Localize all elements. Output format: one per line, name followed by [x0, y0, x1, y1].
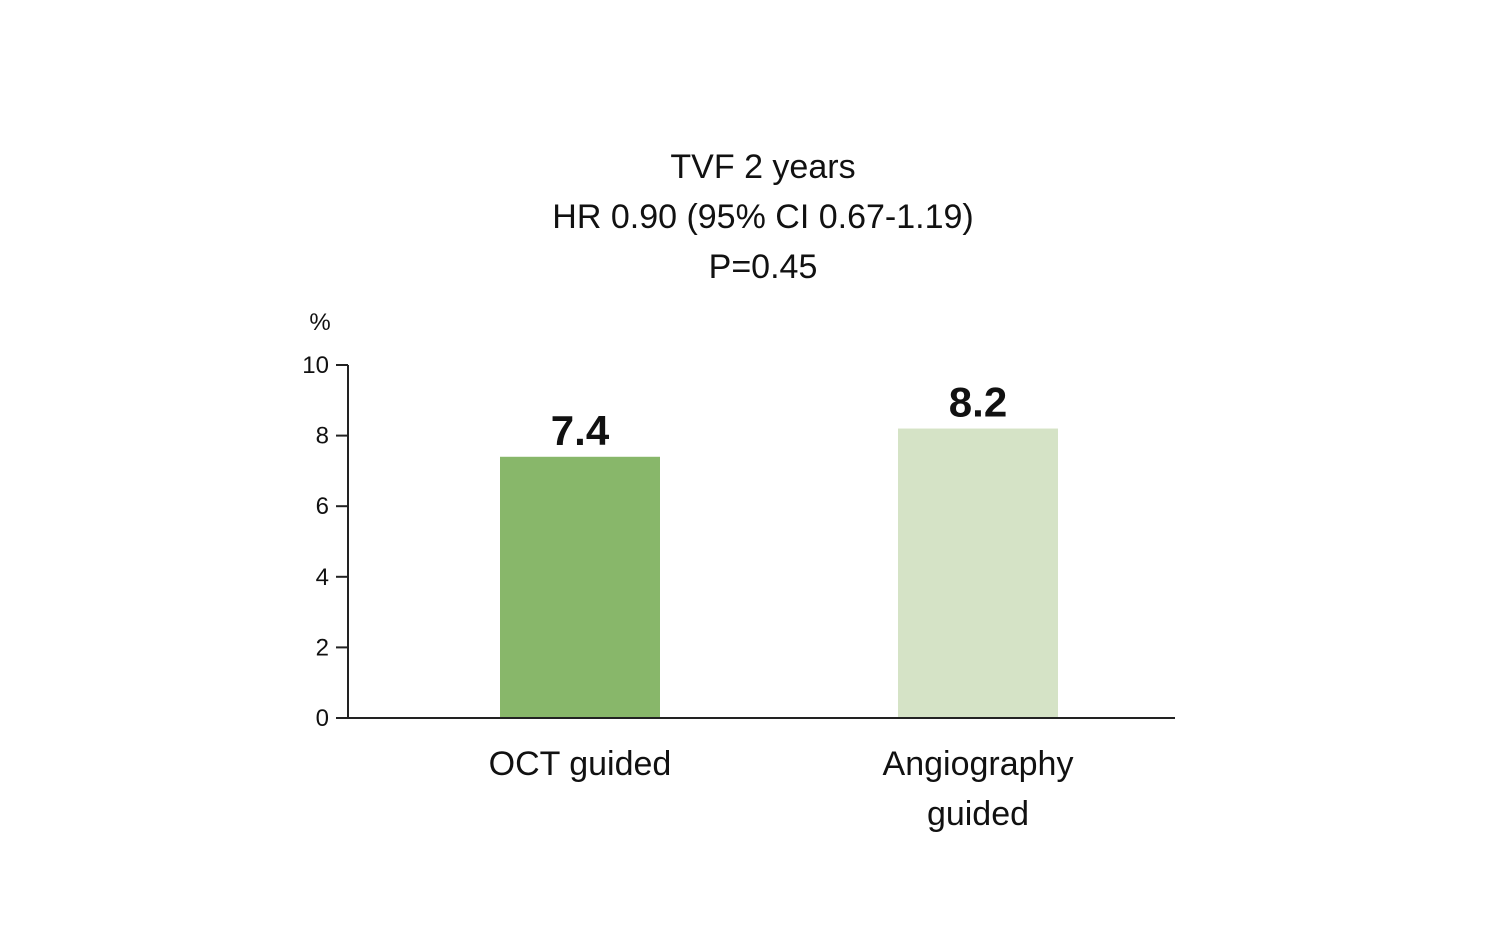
bar [898, 428, 1058, 717]
y-tick-label: 10 [302, 352, 329, 379]
bars [500, 428, 1058, 717]
category-label: Angiography [883, 745, 1074, 783]
chart-title-line: P=0.45 [709, 248, 818, 286]
category-labels: OCT guided Angiography guided [489, 745, 1074, 833]
y-tick-label: 6 [316, 493, 329, 520]
chart-title: TVF 2 years HR 0.90 (95% CI 0.67-1.19) P=0… [552, 148, 973, 286]
bar-value-label: 7.4 [551, 407, 610, 454]
y-tick-label: 4 [316, 564, 329, 591]
value-labels: 7.4 8.2 [551, 379, 1007, 454]
y-tick-label: 2 [316, 634, 329, 661]
y-tick-label: 8 [316, 423, 329, 450]
category-label: OCT guided [489, 745, 672, 783]
y-tick-label: 0 [316, 705, 329, 732]
axes: 0 2 4 6 8 10 [302, 352, 1175, 732]
bar-value-label: 8.2 [949, 379, 1007, 426]
y-axis-unit-label: % [309, 309, 330, 336]
chart-title-line: HR 0.90 (95% CI 0.67-1.19) [552, 198, 973, 236]
category-label: guided [927, 795, 1029, 833]
chart-title-line: TVF 2 years [670, 148, 855, 186]
bar [500, 456, 660, 717]
